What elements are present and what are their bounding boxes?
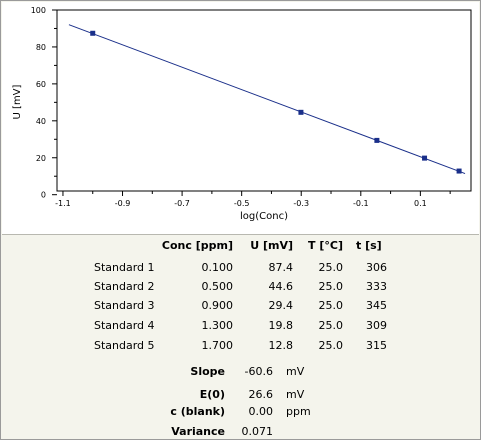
stat-value-blank: 0.00 — [248, 405, 274, 418]
row-conc: 1.700 — [201, 339, 234, 352]
col-header-conc: Conc [ppm] — [161, 239, 233, 252]
data-point — [374, 137, 380, 143]
row-conc: 0.100 — [201, 261, 234, 274]
y-tick-label: 20 — [36, 154, 46, 163]
row-name: Standard 2 — [94, 280, 155, 293]
data-point — [298, 109, 304, 115]
stat-label-slope: Slope — [190, 365, 225, 378]
stat-label-variance: Variance — [171, 425, 225, 438]
row-conc: 1.300 — [201, 319, 234, 332]
stat-value-slope: -60.6 — [244, 365, 273, 378]
row-t: 25.0 — [318, 299, 344, 312]
row-time: 345 — [366, 299, 387, 312]
row-t: 25.0 — [318, 280, 344, 293]
x-tick-label: -0.3 — [293, 199, 309, 208]
row-conc: 0.900 — [201, 299, 234, 312]
stat-label-e0: E(0) — [199, 388, 225, 401]
col-header-u: U [mV] — [250, 239, 293, 252]
data-point — [422, 155, 428, 161]
stat-unit-slope: mV — [286, 365, 305, 378]
row-u: 12.8 — [268, 339, 294, 352]
y-tick-label: 80 — [36, 43, 46, 52]
row-name: Standard 3 — [94, 299, 155, 312]
stat-unit-blank: ppm — [286, 405, 311, 418]
x-tick-label: -0.1 — [353, 199, 369, 208]
row-u: 44.6 — [268, 280, 294, 293]
y-tick-label: 0 — [41, 191, 46, 200]
col-header-t: T [°C] — [308, 239, 343, 252]
calibration-chart-panel: 100 80 60 40 20 0 -1.1 -0.9 -0.7 -0.5 -0.3 -0.1 0.1 … — [2, 2, 479, 235]
x-tick-label: -1.1 — [55, 199, 71, 208]
row-time: 333 — [366, 280, 387, 293]
x-tick-label: -0.5 — [234, 199, 250, 208]
row-time: 309 — [366, 319, 387, 332]
row-name: Standard 4 — [94, 319, 155, 332]
data-point — [90, 30, 96, 36]
stat-unit-e0: mV — [286, 388, 305, 401]
row-t: 25.0 — [318, 319, 344, 332]
col-header-time: t [s] — [356, 239, 382, 252]
x-axis-title: log(Conc) — [240, 211, 288, 222]
stat-value-variance: 0.071 — [241, 425, 274, 438]
stat-label-blank: c (blank) — [170, 405, 225, 418]
row-time: 315 — [366, 339, 387, 352]
row-t: 25.0 — [318, 261, 344, 274]
row-u: 29.4 — [268, 299, 294, 312]
y-tick-label: 40 — [36, 117, 46, 126]
calibration-results: Conc [ppm] U [mV] T [°C] t [s] Standard … — [1, 235, 480, 439]
x-tick-label: -0.9 — [115, 199, 131, 208]
data-point — [456, 168, 462, 174]
row-u: 19.8 — [268, 319, 294, 332]
row-name: Standard 1 — [94, 261, 155, 274]
x-tick-label: 0.1 — [414, 199, 427, 208]
row-u: 87.4 — [268, 261, 294, 274]
row-conc: 0.500 — [201, 280, 234, 293]
plot-area — [56, 9, 472, 192]
regression-line — [68, 24, 466, 175]
y-tick-label: 100 — [31, 6, 46, 15]
stat-value-e0: 26.6 — [248, 388, 274, 401]
row-time: 306 — [366, 261, 387, 274]
x-tick-label: -0.7 — [174, 199, 190, 208]
row-name: Standard 5 — [94, 339, 155, 352]
y-tick-label: 60 — [36, 80, 46, 89]
row-t: 25.0 — [318, 339, 344, 352]
y-axis-title: U [mV] — [12, 84, 23, 119]
